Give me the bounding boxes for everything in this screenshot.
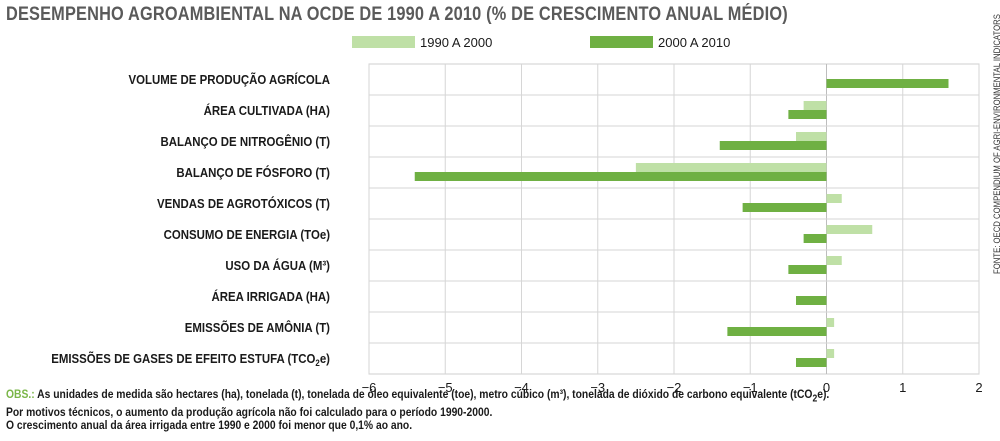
x-tick-label-6: 0 xyxy=(823,380,830,395)
bar-series1-cat5 xyxy=(826,225,873,234)
notes-line-1: OBS.: As unidades de medida são hectares… xyxy=(6,387,830,406)
bar-series2-cat4 xyxy=(742,203,827,212)
legend: 1990 A 2000 2000 A 2010 xyxy=(352,35,730,50)
x-tick-label-0: −6 xyxy=(362,380,377,395)
bar-series1-cat8 xyxy=(826,318,835,327)
legend-label-2: 2000 A 2010 xyxy=(658,35,730,50)
x-tick-label-4: −2 xyxy=(667,380,682,395)
category-label-4: VENDAS DE AGROTÓXICOS (T) xyxy=(157,195,330,211)
category-label-9: EMISSÕES DE GASES DE EFEITO ESTUFA (TCO2… xyxy=(51,350,330,368)
x-tick-label-8: 2 xyxy=(975,380,982,395)
notes-line-2: Por motivos técnicos, o aumento da produ… xyxy=(6,404,493,419)
category-label-0: VOLUME DE PRODUÇÃO AGRÍCOLA xyxy=(128,71,330,87)
notes-lead: OBS.: xyxy=(6,387,35,401)
bar-series2-cat3 xyxy=(414,172,827,181)
category-label-5: CONSUMO DE ENERGIA (TOe) xyxy=(164,227,330,242)
bar-series2-cat0 xyxy=(826,79,949,88)
x-tick-label-2: −4 xyxy=(514,380,529,395)
category-labels: VOLUME DE PRODUÇÃO AGRÍCOLA ÁREA CULTIVAD… xyxy=(51,71,330,368)
notes: OBS.: As unidades de medida são hectares… xyxy=(6,387,830,433)
bar-series2-cat1 xyxy=(788,110,827,119)
bar-series2-cat5 xyxy=(803,234,827,243)
bar-series1-cat2 xyxy=(796,132,827,141)
x-tick-label-7: 1 xyxy=(899,380,906,395)
category-label-2: BALANÇO DE NITROGÊNIO (T) xyxy=(160,133,330,149)
category-label-8: EMISSÕES DE AMÔNIA (T) xyxy=(185,319,330,335)
bar-series1-cat6 xyxy=(826,256,842,265)
legend-swatch-2 xyxy=(590,36,653,48)
category-label-1: ÁREA CULTIVADA (HA) xyxy=(204,102,330,118)
chart-grid xyxy=(368,63,980,375)
bar-series1-cat4 xyxy=(826,194,842,203)
bar-series1-cat3 xyxy=(635,163,827,172)
category-label-6: USO DA ÁGUA (M³) xyxy=(225,257,330,273)
bar-series2-cat9 xyxy=(796,358,827,367)
bar-series1-cat1 xyxy=(803,101,827,110)
x-tick-label-1: −5 xyxy=(438,380,453,395)
bar-series2-cat2 xyxy=(719,141,827,150)
x-tick-label-3: −3 xyxy=(590,380,605,395)
x-tick-label-5: −1 xyxy=(743,380,758,395)
notes-line-1-text: As unidades de medida são hectares (ha),… xyxy=(34,387,830,405)
bars xyxy=(414,79,949,367)
legend-label-1: 1990 A 2000 xyxy=(420,35,492,50)
x-axis-ticks: −6 −5 −4 −3 −2 −1 0 1 2 xyxy=(362,380,983,395)
category-label-7: ÁREA IRRIGADA (HA) xyxy=(211,288,330,304)
category-label-3: BALANÇO DE FÓSFORO (T) xyxy=(176,164,330,180)
bar-series2-cat7 xyxy=(796,296,827,305)
legend-swatch-1 xyxy=(352,36,415,48)
bar-series2-cat6 xyxy=(788,265,827,274)
notes-line-3: O crescimento anual da área irrigada ent… xyxy=(6,418,413,433)
bar-series1-cat9 xyxy=(826,349,835,358)
source-note: FONTE: OECD COMPENDIUM OF AGRI-ENVIRONME… xyxy=(992,14,1000,274)
chart-title: DESEMPENHO AGROAMBIENTAL NA OCDE DE 1990… xyxy=(6,4,788,25)
bar-series2-cat8 xyxy=(727,327,827,336)
